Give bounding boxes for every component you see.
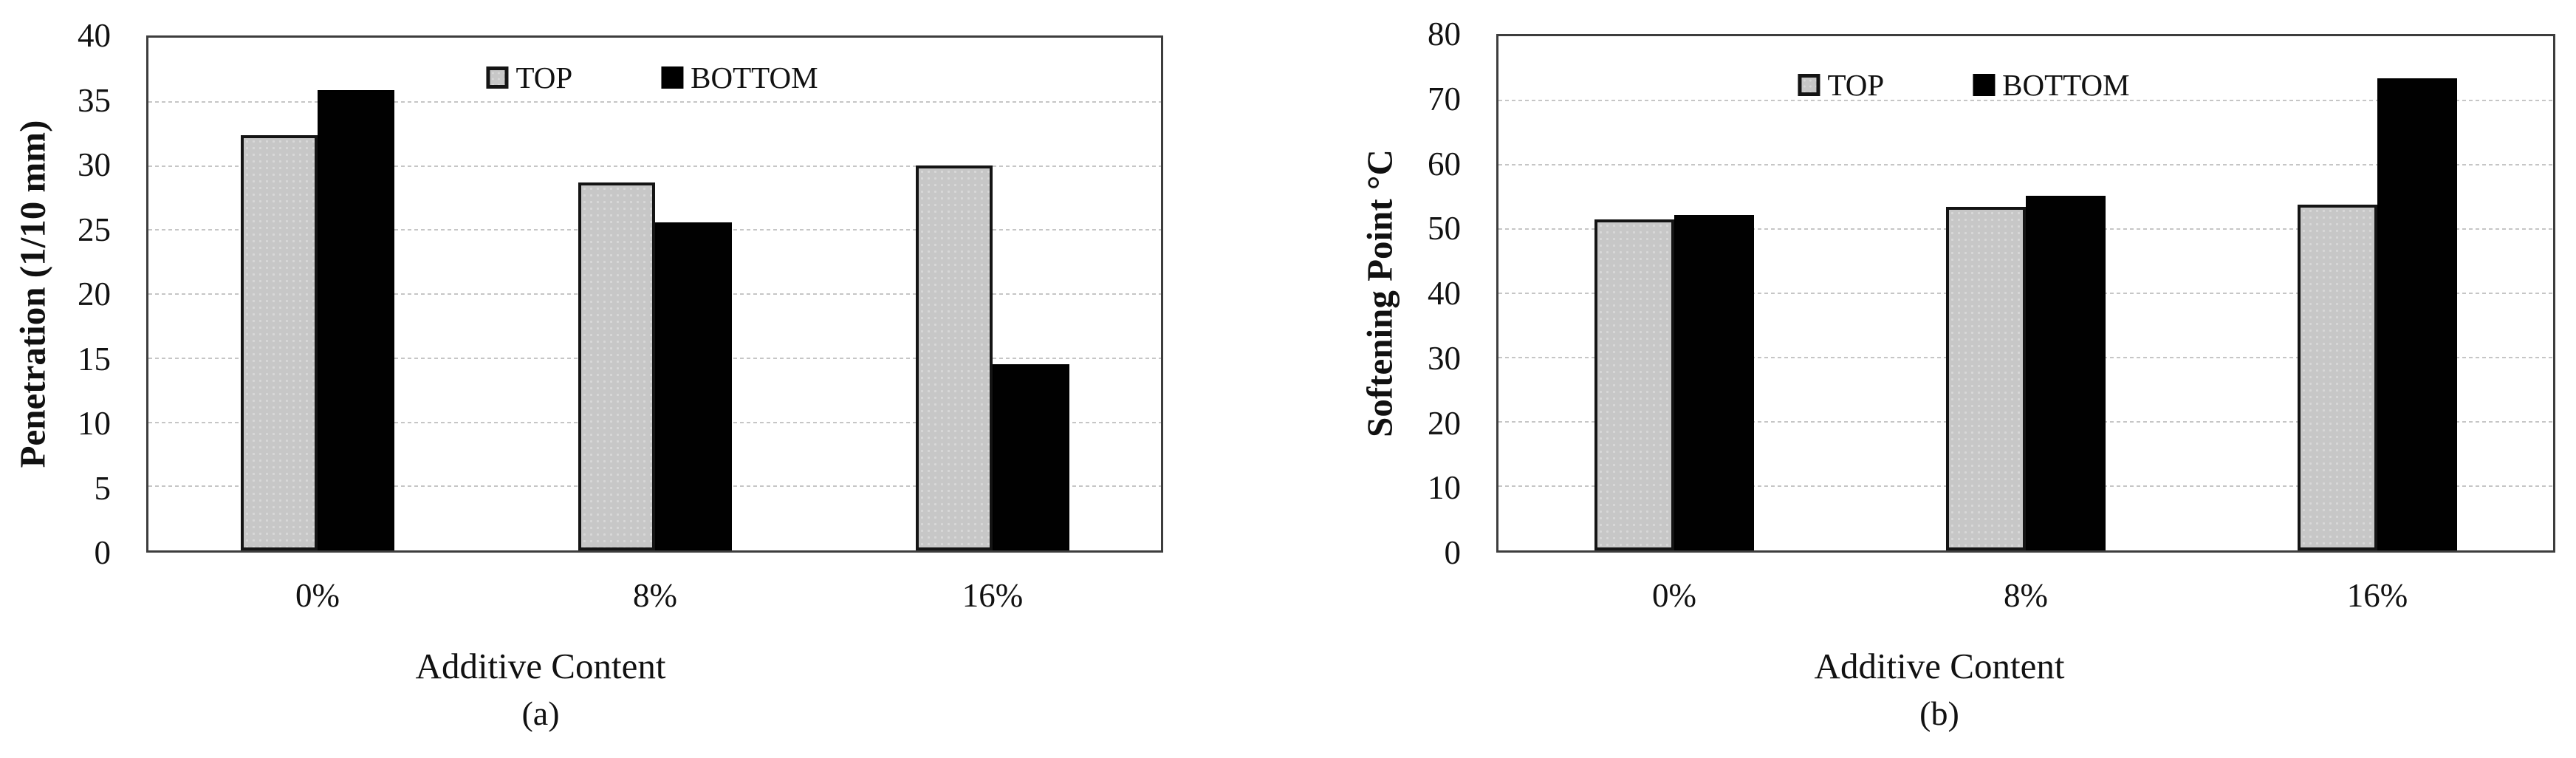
legend-item-bottom: BOTTOM: [661, 60, 818, 95]
y-tick-label: 80: [1428, 16, 1461, 52]
chart-panel-a: Penetration (1/10 mm) TOP BOTTOM Additive…: [13, 17, 1163, 732]
panel-caption: (a): [521, 694, 560, 732]
plot-area: TOP BOTTOM: [146, 35, 1163, 553]
bar-bottom-8%: [2026, 196, 2106, 550]
chart-panel-b: Softening Point °C TOP BOTTOM Additive Co…: [1288, 0, 2576, 758]
y-tick-label: 5: [94, 470, 112, 507]
bar-bottom-8%: [655, 222, 732, 550]
legend-label-bottom: BOTTOM: [2002, 68, 2130, 102]
x-tick-label: 16%: [2346, 577, 2408, 614]
bar-bottom-0%: [1674, 215, 1754, 550]
gridline: [1498, 164, 2553, 165]
bar-top-8%: [1946, 207, 2026, 550]
panel-caption: (b): [1919, 694, 1959, 732]
legend-item-top: TOP: [1798, 67, 1884, 103]
gridline: [148, 101, 1161, 103]
bar-top-0%: [241, 135, 318, 550]
x-tick-label: 8%: [2004, 577, 2048, 614]
legend-item-top: TOP: [486, 60, 572, 95]
y-tick-label: 60: [1428, 146, 1461, 182]
bar-top-16%: [916, 165, 993, 550]
legend-label-bottom: BOTTOM: [691, 61, 818, 95]
x-tick-label: 8%: [633, 577, 677, 614]
legend-label-top: TOP: [515, 61, 573, 95]
legend-label-top: TOP: [1827, 68, 1885, 102]
bar-top-0%: [1594, 219, 1674, 550]
y-tick-label: 70: [1428, 81, 1461, 117]
y-tick-label: 40: [1428, 275, 1461, 312]
plot-area: TOP BOTTOM: [1496, 34, 2555, 553]
bar-bottom-0%: [318, 90, 394, 550]
bar-bottom-16%: [993, 364, 1069, 550]
y-tick-label: 25: [78, 211, 111, 248]
legend-swatch-top: [1798, 74, 1820, 96]
legend-swatch-top: [486, 66, 509, 89]
legend: TOP BOTTOM: [1798, 67, 2130, 103]
x-tick-label: 0%: [295, 577, 340, 614]
x-axis-title: Additive Content: [415, 646, 666, 686]
bar-top-16%: [2298, 205, 2377, 550]
gridline: [148, 165, 1161, 167]
y-tick-label: 10: [1428, 469, 1461, 506]
legend-swatch-bottom: [1973, 74, 1996, 96]
y-tick-label: 0: [94, 534, 112, 571]
legend-swatch-bottom: [661, 66, 684, 89]
y-tick-label: 0: [1444, 534, 1462, 571]
legend: TOP BOTTOM: [486, 60, 818, 95]
bar-bottom-16%: [2377, 78, 2457, 550]
x-axis-title: Additive Content: [1814, 646, 2065, 686]
y-tick-label: 10: [78, 405, 111, 442]
y-tick-label: 20: [78, 276, 111, 313]
legend-item-bottom: BOTTOM: [1973, 67, 2130, 103]
y-tick-label: 40: [78, 17, 111, 54]
y-tick-label: 15: [78, 341, 111, 378]
bar-top-8%: [578, 182, 655, 550]
y-tick-label: 35: [78, 82, 111, 119]
y-tick-label: 30: [1428, 340, 1461, 377]
gridline: [1498, 100, 2553, 101]
y-tick-label: 30: [78, 146, 111, 183]
y-tick-label: 20: [1428, 405, 1461, 442]
x-tick-label: 0%: [1652, 577, 1696, 614]
y-tick-label: 50: [1428, 210, 1461, 247]
x-tick-label: 16%: [962, 577, 1024, 614]
